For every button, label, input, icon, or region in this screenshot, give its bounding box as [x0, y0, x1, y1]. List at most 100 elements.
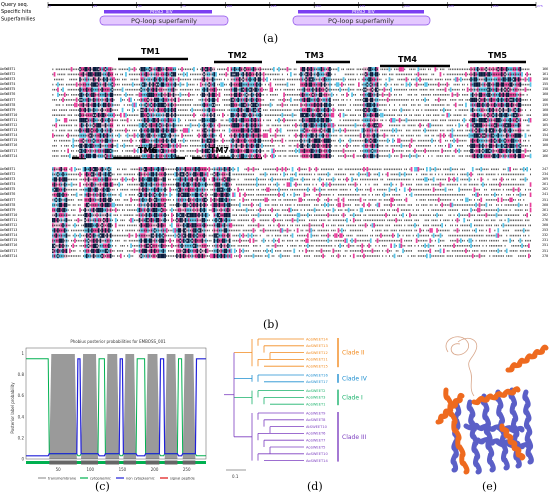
- aln-cell: [262, 133, 265, 138]
- aln-residue: [513, 134, 514, 137]
- aln-residue: [514, 119, 516, 122]
- aln-residue: [219, 104, 220, 106]
- aln-residue: [295, 68, 297, 71]
- aln-residue: [402, 109, 404, 111]
- aln-cell: [237, 112, 239, 118]
- aln-residue: [324, 73, 326, 76]
- aln-residue: [159, 83, 161, 86]
- aln-residue: [205, 114, 207, 116]
- aln-residue: [207, 104, 208, 106]
- aln-residue: [501, 119, 503, 122]
- aln-residue: [526, 78, 528, 81]
- aln-residue: [96, 94, 98, 96]
- aln-residue: [185, 68, 186, 71]
- aln-cell: [437, 82, 440, 87]
- aln-residue: [220, 78, 222, 81]
- aln-residue: [426, 119, 428, 122]
- aln-residue: [479, 88, 480, 91]
- aln-cell: [398, 67, 401, 72]
- aln-residue: [185, 104, 186, 106]
- aln-residue: [202, 109, 203, 111]
- aln-residue: [60, 73, 62, 76]
- aln-residue: [302, 139, 304, 142]
- aln-residue: [518, 129, 520, 132]
- aln-residue: [229, 104, 231, 106]
- aln-residue: [275, 114, 276, 116]
- aln-residue: [487, 88, 489, 91]
- aln-residue: [169, 119, 171, 122]
- aln-cell: [140, 128, 143, 133]
- aln-residue: [88, 114, 89, 116]
- aln-cell: [437, 97, 440, 103]
- aln-residue: [156, 104, 157, 106]
- aln-cell: [434, 67, 437, 72]
- aln-cell: [375, 67, 377, 72]
- aln-cell: [487, 92, 489, 97]
- aln-cell: [257, 77, 260, 82]
- aln-residue: [434, 119, 436, 122]
- aln-residue: [205, 104, 207, 106]
- aln-residue: [416, 99, 418, 101]
- aln-residue: [358, 68, 360, 71]
- aln-residue: [518, 88, 520, 91]
- aln-cell: [152, 128, 154, 133]
- aln-residue: [404, 114, 406, 116]
- aln-residue: [518, 94, 520, 96]
- aln-residue: [295, 119, 297, 122]
- aln-residue: [106, 129, 108, 132]
- aln-residue: [156, 134, 157, 137]
- aln-residue: [256, 109, 258, 111]
- aln-cell: [424, 82, 426, 87]
- aln-cell: [505, 97, 508, 103]
- aln-residue: [431, 129, 433, 132]
- aln-residue: [319, 83, 321, 86]
- aln-residue: [162, 114, 164, 116]
- aln-residue: [110, 99, 112, 101]
- aln-residue: [144, 109, 146, 111]
- aln-residue: [246, 78, 248, 81]
- aln-residue: [358, 114, 360, 116]
- aln-cell: [232, 118, 234, 123]
- aln-cell: [487, 72, 489, 77]
- aln-residue: [84, 129, 86, 132]
- aln-residue: [477, 99, 479, 101]
- aln-cell: [488, 107, 491, 113]
- aln-residue: [207, 73, 208, 76]
- aln-cell: [395, 128, 398, 133]
- aln-residue: [440, 94, 441, 96]
- aln-residue: [164, 68, 166, 71]
- aln-residue: [470, 124, 472, 127]
- aln-residue: [208, 124, 210, 127]
- aln-residue: [319, 124, 321, 127]
- aln-residue: [346, 73, 348, 76]
- aln-cell: [497, 97, 500, 103]
- aln-residue: [378, 134, 380, 137]
- aln-residue: [315, 119, 317, 122]
- aln-residue: [52, 68, 54, 71]
- aln-residue: [229, 94, 231, 96]
- aln-residue: [470, 94, 472, 96]
- aln-residue: [62, 68, 64, 71]
- aln-cell: [140, 133, 143, 138]
- aln-residue: [462, 99, 463, 101]
- aln-residue: [525, 99, 526, 101]
- aln-cell: [310, 72, 313, 77]
- aln-cell: [165, 112, 168, 118]
- aln-residue: [377, 109, 378, 111]
- aln-residue: [377, 88, 378, 91]
- aln-residue: [96, 114, 98, 116]
- aln-residue: [288, 68, 290, 71]
- aln-residue: [482, 78, 484, 81]
- aln-residue: [513, 88, 514, 91]
- aln-residue: [441, 119, 443, 122]
- aln-residue: [253, 124, 254, 127]
- aln-residue: [349, 99, 351, 101]
- aln-residue: [278, 134, 280, 137]
- aln-cell: [92, 82, 95, 87]
- aln-residue: [227, 99, 229, 101]
- aln-residue: [300, 119, 302, 122]
- aln-residue: [72, 83, 74, 86]
- aln-residue: [492, 88, 494, 91]
- aln-residue: [162, 109, 164, 111]
- aln-residue: [472, 68, 474, 71]
